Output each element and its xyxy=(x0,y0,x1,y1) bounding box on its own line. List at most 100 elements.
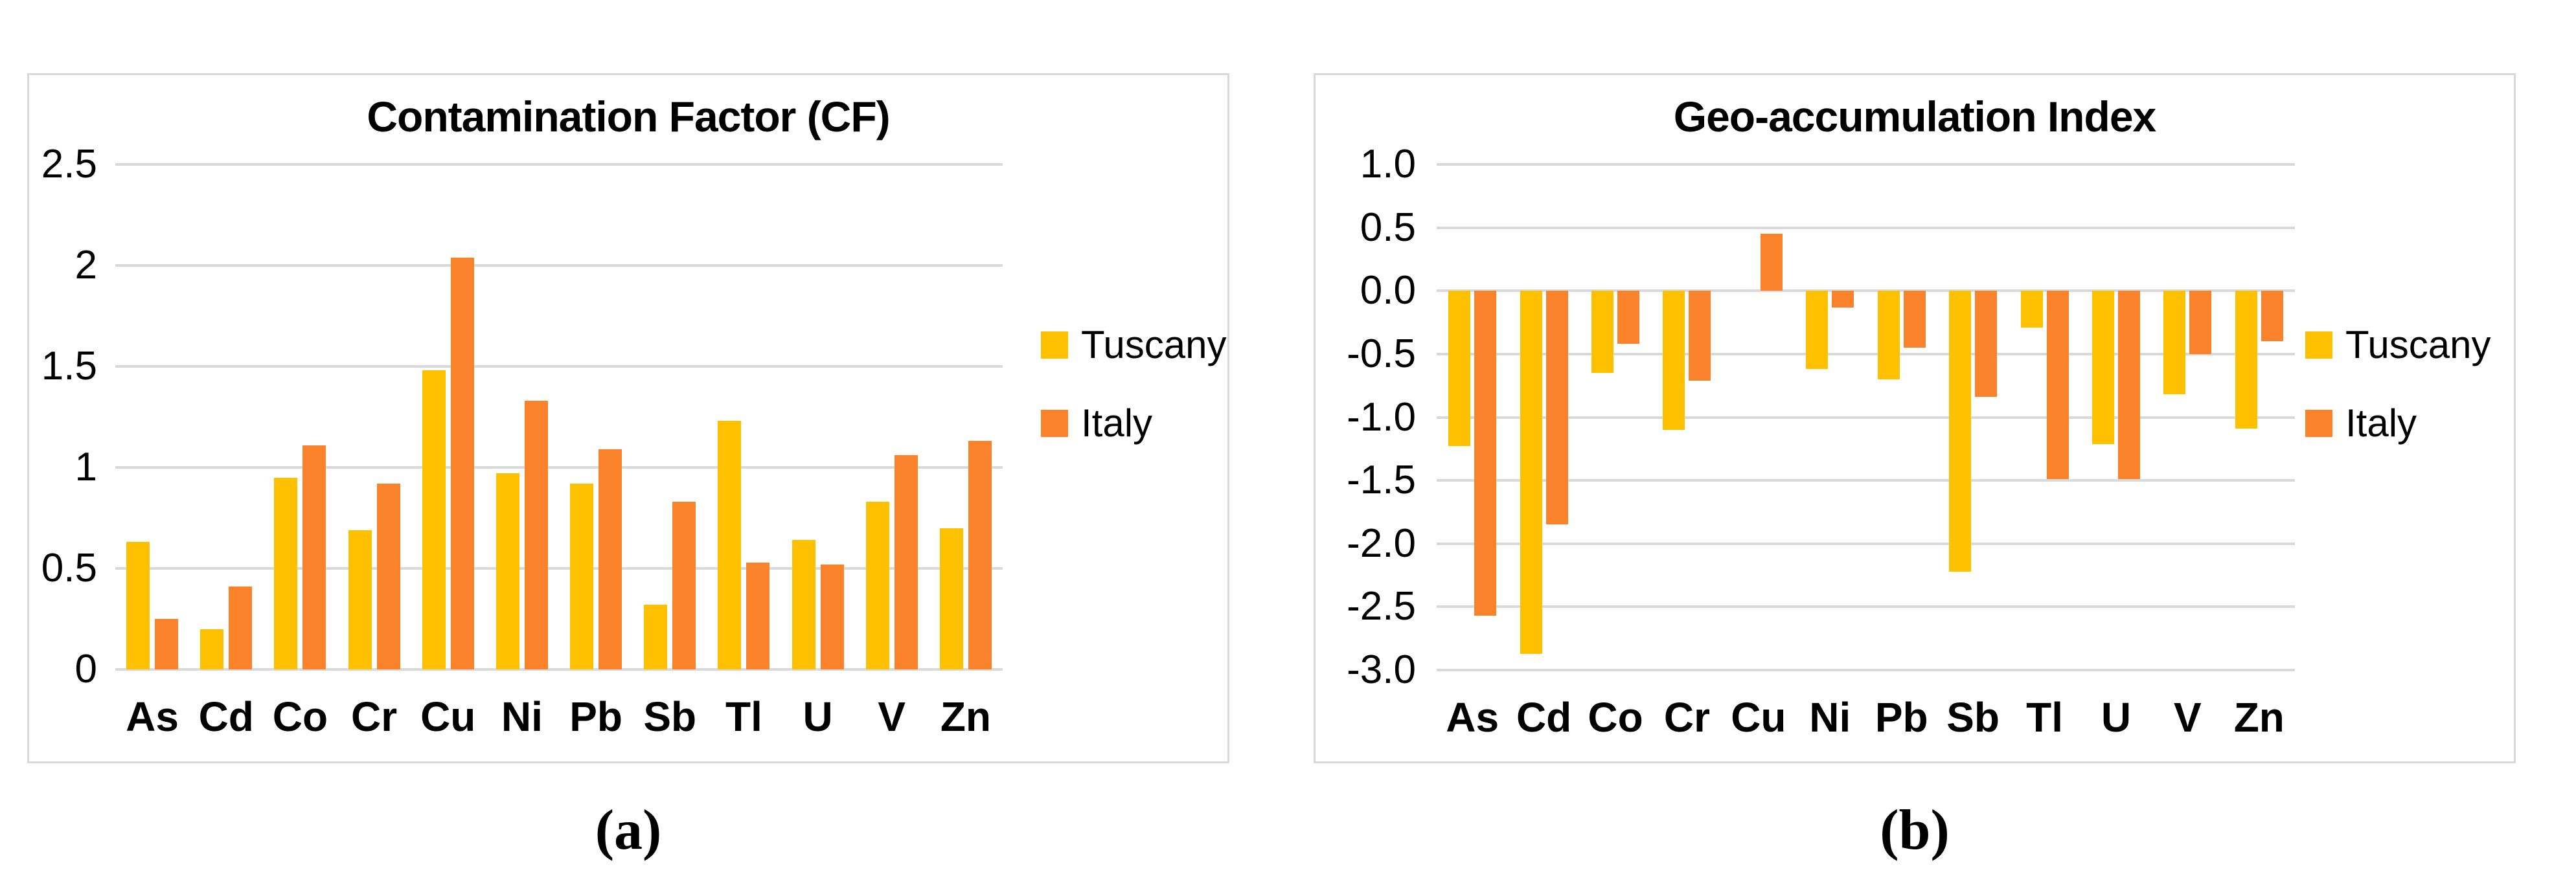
gridline xyxy=(1437,669,2295,671)
bar-italy-cr xyxy=(376,483,400,669)
plot-area-b xyxy=(1437,163,2295,671)
bar-tuscany-cu xyxy=(422,370,446,669)
bar-italy-as xyxy=(155,619,179,669)
gridline xyxy=(1437,226,2295,229)
bar-tuscany-as xyxy=(1448,291,1471,447)
y-tick-label: 0 xyxy=(74,647,97,691)
legend-item-italy: Italy xyxy=(2305,401,2491,445)
bar-tuscany-pb xyxy=(570,483,594,669)
x-axis-label-cu: Cu xyxy=(420,693,476,740)
bar-italy-cu xyxy=(1760,234,1783,291)
x-axis-label-ni: Ni xyxy=(501,693,543,740)
bar-tuscany-ni xyxy=(496,473,519,669)
y-tick-label: 2.5 xyxy=(41,142,97,186)
gridline xyxy=(1437,163,2295,166)
gridline xyxy=(115,365,1003,368)
bar-tuscany-sb xyxy=(1949,291,1972,572)
y-tick-label: 0.0 xyxy=(1360,268,1416,313)
bar-italy-as xyxy=(1474,291,1497,616)
y-tick-label: 2 xyxy=(74,243,97,287)
bar-tuscany-co xyxy=(274,477,298,669)
gridline xyxy=(1437,605,2295,609)
bar-tuscany-zn xyxy=(2235,291,2257,429)
x-axis-label-cu: Cu xyxy=(1731,694,1786,741)
x-axis-label-sb: Sb xyxy=(643,693,697,740)
bar-italy-tl xyxy=(746,562,770,669)
plot-area-a xyxy=(115,163,1003,671)
caption-b: (b) xyxy=(1880,799,1950,862)
x-axis-label-v: V xyxy=(878,693,906,740)
x-axis-label-sb: Sb xyxy=(1946,694,2000,741)
legend-item-tuscany: Tuscany xyxy=(1041,322,1227,367)
bar-italy-zn xyxy=(968,441,992,669)
chart-panel-b: Geo-accumulation Index Tuscany Italy 1.0 0… xyxy=(1314,73,2516,763)
gridline xyxy=(115,163,1003,166)
chart-panel-a: Contamination Factor (CF) Tuscany Italy 2… xyxy=(27,73,1229,763)
bar-tuscany-tl xyxy=(2020,291,2043,328)
gridline xyxy=(115,264,1003,267)
y-tick-label: 1.0 xyxy=(1360,142,1416,186)
bar-tuscany-cr xyxy=(348,530,372,669)
x-axis-label-co: Co xyxy=(1588,694,1643,741)
bar-tuscany-v xyxy=(2163,291,2186,395)
bar-italy-v xyxy=(2189,291,2212,354)
bar-italy-cd xyxy=(229,587,253,669)
legend-swatch-italy xyxy=(1041,409,1068,437)
bar-tuscany-u xyxy=(792,540,815,669)
bar-tuscany-cd xyxy=(200,629,224,669)
y-tick-label: -2.5 xyxy=(1347,584,1416,629)
bar-italy-pb xyxy=(598,449,622,669)
legend-item-italy: Italy xyxy=(1041,401,1227,445)
x-axis-label-cr: Cr xyxy=(1663,694,1711,741)
bar-italy-zn xyxy=(2261,291,2283,342)
legend-swatch-italy xyxy=(2305,409,2332,437)
bar-italy-sb xyxy=(672,502,696,669)
x-axis-label-u: U xyxy=(803,693,833,740)
chart-title-b: Geo-accumulation Index xyxy=(1673,93,2156,140)
bar-italy-cr xyxy=(1689,291,1711,381)
gridline xyxy=(1437,416,2295,419)
x-axis-label-v: V xyxy=(2174,694,2202,741)
legend-label-italy: Italy xyxy=(2345,401,2417,445)
y-tick-label: -1.0 xyxy=(1347,394,1416,440)
y-tick-label: -3.0 xyxy=(1347,647,1416,692)
gridline xyxy=(1437,542,2295,545)
x-axis-label-ni: Ni xyxy=(1809,694,1851,741)
bar-tuscany-u xyxy=(2092,291,2114,444)
x-axis-label-as: As xyxy=(126,693,179,740)
bar-tuscany-tl xyxy=(718,421,742,669)
bar-italy-pb xyxy=(1903,291,1926,348)
bar-italy-cu xyxy=(450,257,474,669)
chart-title-a: Contamination Factor (CF) xyxy=(367,93,890,140)
bar-italy-tl xyxy=(2046,291,2069,480)
legend-swatch-tuscany xyxy=(2305,331,2332,359)
bar-tuscany-as xyxy=(126,542,150,669)
y-tick-label: 0.5 xyxy=(1360,205,1416,250)
x-axis-label-cd: Cd xyxy=(198,693,254,740)
x-axis-label-cd: Cd xyxy=(1516,694,1572,741)
x-axis-label-pb: Pb xyxy=(569,693,622,740)
legend-label-tuscany: Tuscany xyxy=(2345,323,2491,366)
bar-tuscany-cr xyxy=(1663,291,1685,431)
x-axis-label-cr: Cr xyxy=(351,693,398,740)
x-axis-label-zn: Zn xyxy=(2233,694,2285,741)
bar-tuscany-pb xyxy=(1877,291,1900,379)
bar-italy-cd xyxy=(1545,291,1568,525)
x-axis-label-tl: Tl xyxy=(725,693,762,740)
bar-italy-v xyxy=(894,455,918,669)
x-axis-label-as: As xyxy=(1446,694,1499,741)
bar-italy-u xyxy=(2117,291,2140,480)
y-tick-label: 0.5 xyxy=(41,546,97,590)
bar-italy-ni xyxy=(1832,291,1854,308)
x-axis-label-tl: Tl xyxy=(2026,694,2063,741)
legend-a: Tuscany Italy xyxy=(1041,322,1227,445)
gridline xyxy=(1437,289,2295,293)
caption-a: (a) xyxy=(595,799,662,862)
bar-tuscany-zn xyxy=(939,528,963,669)
bar-italy-u xyxy=(820,564,844,669)
gridline xyxy=(115,668,1003,671)
gridline xyxy=(115,567,1003,570)
y-tick-label: -1.5 xyxy=(1347,458,1416,503)
bar-italy-sb xyxy=(1975,291,1998,398)
